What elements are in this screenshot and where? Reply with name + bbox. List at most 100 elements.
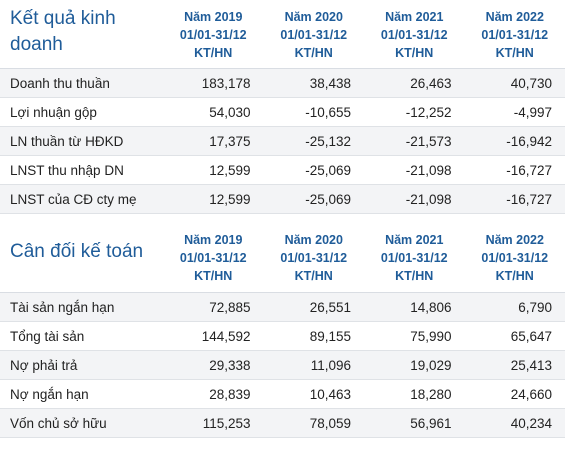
table-row: Lợi nhuận gộp 54,030 -10,655 -12,252 -4,… (0, 98, 565, 127)
row-label: Vốn chủ sở hữu (10, 415, 107, 431)
period-label: 01/01-31/12 (280, 251, 348, 265)
cell-value: -16,942 (506, 133, 552, 149)
unit-label: KT/HN (194, 269, 233, 283)
cell-value: 11,096 (310, 357, 351, 373)
year-column-2021: Năm 2021 01/01-31/12 KT/HN (364, 229, 465, 285)
row-label: Doanh thu thuần (10, 75, 110, 91)
year-column-2022: Năm 2022 01/01-31/12 KT/HN (465, 6, 565, 62)
cell-value: -25,069 (305, 162, 351, 178)
cell-value: 75,990 (410, 328, 452, 344)
year-label: Năm 2020 (284, 233, 343, 247)
year-label: Năm 2021 (385, 233, 444, 247)
cell-value: 10,463 (309, 386, 351, 402)
cell-value: 6,790 (518, 299, 552, 315)
cell-value: 14,806 (410, 299, 452, 315)
row-label: Tài sản ngắn hạn (10, 299, 115, 315)
section-title: Cân đối kế toán (10, 241, 144, 262)
cell-value: -21,098 (405, 191, 452, 207)
year-label: Năm 2022 (485, 233, 544, 247)
cell-value: 78,059 (309, 415, 351, 431)
cell-value: -10,655 (305, 104, 351, 120)
table-row: Vốn chủ sở hữu 115,253 78,059 56,961 40,… (0, 409, 565, 438)
unit-label: KT/HN (495, 269, 534, 283)
period-label: 01/01-31/12 (380, 28, 448, 42)
balance-sheet-section: Cân đối kế toán Năm 2019 01/01-31/12 KT/… (0, 214, 565, 438)
table-row: Nợ phải trả 29,338 11,096 19,029 25,413 (0, 351, 565, 380)
row-label: Nợ phải trả (10, 357, 78, 373)
cell-value: 17,375 (209, 133, 251, 149)
balance-sheet-header: Cân đối kế toán Năm 2019 01/01-31/12 KT/… (0, 229, 565, 293)
cell-value: 28,839 (209, 386, 251, 402)
period-label: 01/01-31/12 (481, 28, 549, 42)
unit-label: KT/HN (194, 46, 233, 60)
unit-label: KT/HN (495, 46, 534, 60)
table-row: Doanh thu thuần 183,178 38,438 26,463 40… (0, 69, 565, 98)
cell-value: 29,338 (209, 357, 251, 373)
cell-value: 12,599 (209, 162, 251, 178)
cell-value: 65,647 (510, 328, 552, 344)
year-label: Năm 2022 (485, 10, 544, 24)
table-row: LNST thu nhập DN 12,599 -25,069 -21,098 … (0, 156, 565, 185)
business-results-table: Doanh thu thuần 183,178 38,438 26,463 40… (0, 69, 565, 214)
table-row: LN thuần từ HĐKD 17,375 -25,132 -21,573 … (0, 127, 565, 156)
cell-value: 18,280 (410, 386, 452, 402)
period-label: 01/01-31/12 (380, 251, 448, 265)
row-label: LNST của CĐ cty mẹ (10, 191, 137, 207)
cell-value: -21,098 (405, 162, 452, 178)
cell-value: 144,592 (201, 328, 251, 344)
year-label: Năm 2020 (284, 10, 343, 24)
row-label: Nợ ngắn hạn (10, 386, 89, 402)
table-row: Nợ ngắn hạn 28,839 10,463 18,280 24,660 (0, 380, 565, 409)
row-label: LN thuần từ HĐKD (10, 133, 124, 149)
cell-value: 183,178 (201, 75, 251, 91)
cell-value: 24,660 (510, 386, 552, 402)
row-label: LNST thu nhập DN (10, 162, 124, 178)
section-title: Kết quả kinh doanh (10, 8, 116, 55)
year-column-2019: Năm 2019 01/01-31/12 KT/HN (163, 229, 264, 285)
year-label: Năm 2019 (184, 233, 243, 247)
period-label: 01/01-31/12 (481, 251, 549, 265)
table-row: Tài sản ngắn hạn 72,885 26,551 14,806 6,… (0, 293, 565, 322)
cell-value: 25,413 (510, 357, 552, 373)
period-label: 01/01-31/12 (280, 28, 348, 42)
year-column-2022: Năm 2022 01/01-31/12 KT/HN (465, 229, 565, 285)
cell-value: 115,253 (202, 415, 251, 431)
business-results-section: Kết quả kinh doanh Năm 2019 01/01-31/12 … (0, 0, 565, 214)
business-results-header: Kết quả kinh doanh Năm 2019 01/01-31/12 … (0, 6, 565, 69)
unit-label: KT/HN (395, 46, 434, 60)
cell-value: -16,727 (506, 162, 552, 178)
cell-value: 38,438 (309, 75, 351, 91)
year-column-2020: Năm 2020 01/01-31/12 KT/HN (264, 6, 365, 62)
year-column-2019: Năm 2019 01/01-31/12 KT/HN (163, 6, 264, 62)
cell-value: 19,029 (410, 357, 452, 373)
year-column-2020: Năm 2020 01/01-31/12 KT/HN (264, 229, 365, 285)
year-label: Năm 2019 (184, 10, 243, 24)
cell-value: 40,730 (510, 75, 552, 91)
row-label: Tổng tài sản (10, 328, 85, 344)
table-row: LNST của CĐ cty mẹ 12,599 -25,069 -21,09… (0, 185, 565, 214)
cell-value: -21,573 (405, 133, 452, 149)
year-label: Năm 2021 (385, 10, 444, 24)
cell-value: 54,030 (209, 104, 251, 120)
cell-value: -4,997 (513, 104, 552, 120)
unit-label: KT/HN (294, 46, 333, 60)
cell-value: -25,069 (305, 191, 351, 207)
table-row: Tổng tài sản 144,592 89,155 75,990 65,64… (0, 322, 565, 351)
cell-value: -16,727 (506, 191, 552, 207)
cell-value: 12,599 (209, 191, 251, 207)
period-label: 01/01-31/12 (179, 28, 247, 42)
year-column-2021: Năm 2021 01/01-31/12 KT/HN (364, 6, 465, 62)
cell-value: 26,551 (309, 299, 351, 315)
balance-sheet-table: Tài sản ngắn hạn 72,885 26,551 14,806 6,… (0, 293, 565, 438)
cell-value: 72,885 (209, 299, 251, 315)
unit-label: KT/HN (395, 269, 434, 283)
unit-label: KT/HN (294, 269, 333, 283)
cell-value: 26,463 (410, 75, 452, 91)
cell-value: -12,252 (405, 104, 452, 120)
cell-value: 56,961 (410, 415, 452, 431)
period-label: 01/01-31/12 (179, 251, 247, 265)
cell-value: 89,155 (309, 328, 351, 344)
row-label: Lợi nhuận gộp (10, 104, 97, 120)
cell-value: 40,234 (510, 415, 552, 431)
cell-value: -25,132 (305, 133, 351, 149)
